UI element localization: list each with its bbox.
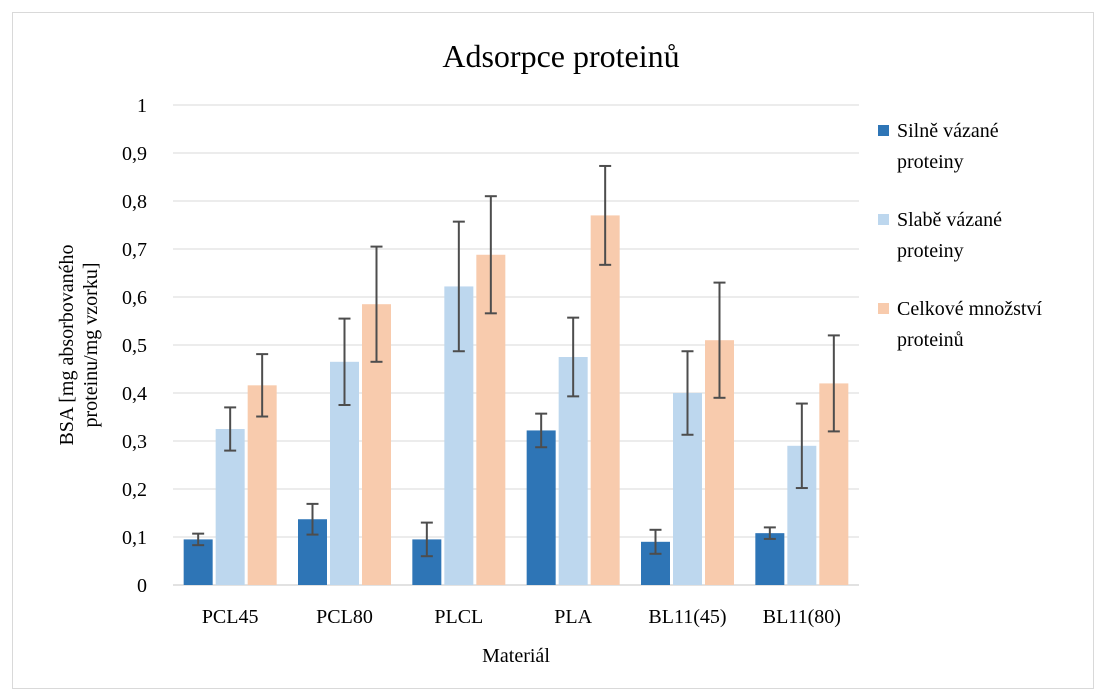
y-tick-label: 1 xyxy=(137,95,147,117)
y-axis-title: BSA [mg absorbovaného proteinu/mg vzorku… xyxy=(56,244,102,445)
y-tick-label: 0,2 xyxy=(122,479,147,501)
legend-label: Celkové množství xyxy=(897,298,1042,320)
x-tick-label: PCL80 xyxy=(316,606,373,628)
y-tick-label: 0,7 xyxy=(122,239,147,261)
legend-swatch xyxy=(878,214,889,225)
y-tick-label: 0,1 xyxy=(122,527,147,549)
bars xyxy=(183,215,849,585)
y-axis-title-line-2: proteinu/mg vzorku] xyxy=(80,263,102,428)
y-axis-title-line-1: BSA [mg absorbovaného xyxy=(56,244,78,445)
bar xyxy=(215,429,245,585)
bar xyxy=(755,533,785,585)
legend-swatch xyxy=(878,303,889,314)
legend: Silně vázané proteiny Slabě vázané proteiny… xyxy=(878,120,1042,351)
x-tick-label: BL11(45) xyxy=(648,606,726,628)
y-tick-labels: 0 0,1 0,2 0,3 0,4 0,5 0,6 0,7 0,8 0,9 1 xyxy=(122,95,147,597)
y-tick-label: 0,5 xyxy=(122,335,147,357)
x-tick-label: PCL45 xyxy=(202,606,259,628)
legend-swatch xyxy=(878,125,889,136)
x-tick-label: BL11(80) xyxy=(763,606,841,628)
y-tick-label: 0,8 xyxy=(122,191,147,213)
y-tick-label: 0 xyxy=(137,575,147,597)
legend-label: Slabě vázané xyxy=(897,209,1002,231)
y-tick-label: 0,9 xyxy=(122,143,147,165)
x-tick-label: PLCL xyxy=(434,606,483,628)
x-tick-labels: PCL45 PCL80 PLCL PLA BL11(45) BL11(80) xyxy=(202,606,841,628)
chart-title: Adsorpce proteinů xyxy=(442,38,679,74)
error-bars xyxy=(192,164,840,558)
bar xyxy=(590,215,620,585)
legend-label: proteiny xyxy=(897,240,964,262)
y-tick-label: 0,6 xyxy=(122,287,147,309)
y-tick-label: 0,3 xyxy=(122,431,147,453)
bar xyxy=(183,539,213,585)
gridlines xyxy=(173,104,859,586)
legend-label: proteiny xyxy=(897,151,964,173)
legend-label: Silně vázané xyxy=(897,120,999,142)
x-axis-title: Materiál xyxy=(482,645,550,667)
x-tick-label: PLA xyxy=(554,606,592,628)
y-tick-label: 0,4 xyxy=(122,383,147,405)
bar xyxy=(526,430,556,585)
legend-label: proteinů xyxy=(897,329,964,351)
bar xyxy=(247,385,277,585)
